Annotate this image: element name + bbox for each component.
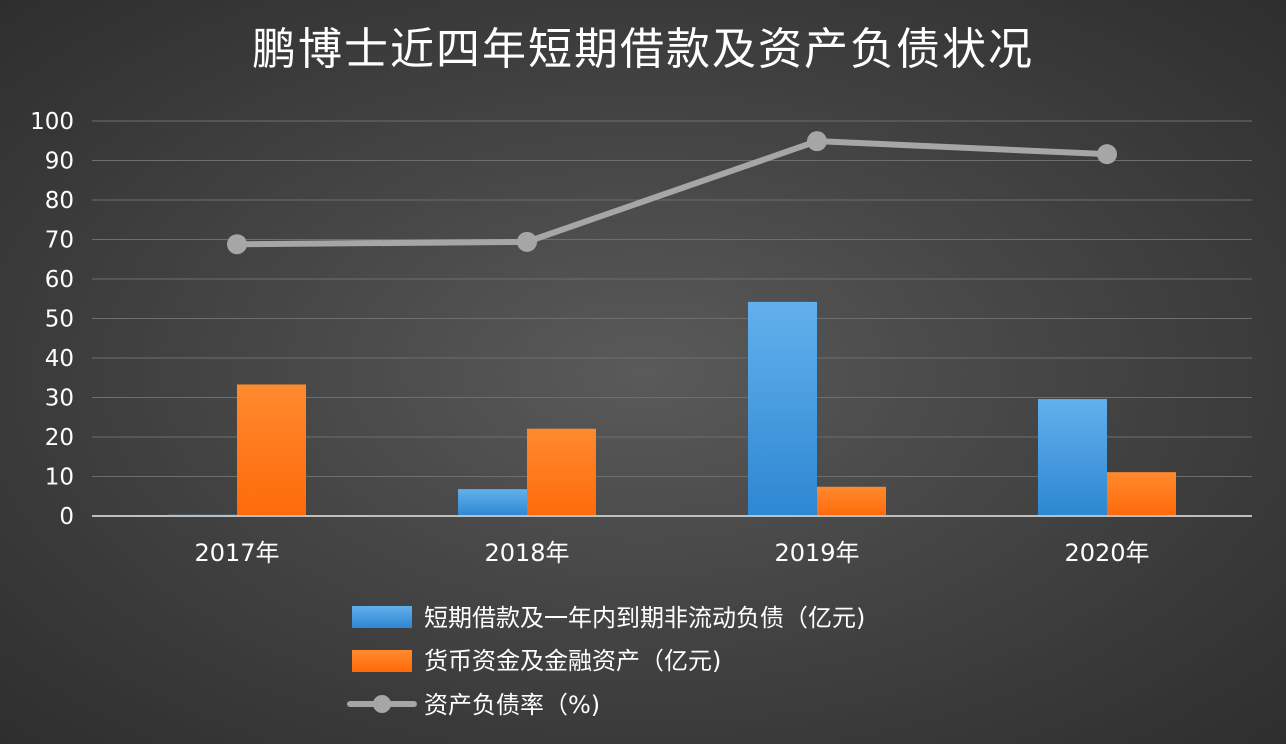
debt-ratio-line xyxy=(227,131,1117,255)
x-tick-label: 2017年 xyxy=(194,539,279,567)
x-tick-label: 2018年 xyxy=(484,539,569,567)
y-tick-label: 100 xyxy=(30,109,74,135)
legend-label-debt-ratio: 资产负债率（%) xyxy=(424,691,600,719)
y-tick-label: 80 xyxy=(45,188,74,214)
legend-swatch-short-term-debt xyxy=(352,606,412,628)
bar-short-term-debt xyxy=(1038,399,1107,516)
bar-cash-assets xyxy=(1107,472,1176,516)
y-axis: 0 10 20 30 40 50 60 70 80 90 100 xyxy=(30,109,74,530)
legend-label-short-term-debt: 短期借款及一年内到期非流动负债（亿元) xyxy=(424,604,865,632)
legend-swatch-cash-assets xyxy=(352,650,412,672)
debt-ratio-line-path xyxy=(234,138,1110,248)
y-tick-label: 20 xyxy=(45,425,74,451)
x-tick-label: 2020年 xyxy=(1064,539,1149,567)
bar-short-term-debt xyxy=(458,489,527,516)
y-tick-label: 50 xyxy=(45,307,74,333)
legend: 短期借款及一年内到期非流动负债（亿元) 货币资金及金融资产（亿元) 资产负债率（… xyxy=(347,604,865,719)
y-tick-label: 30 xyxy=(45,386,74,412)
x-axis: 2017年 2018年 2019年 2020年 xyxy=(194,539,1149,567)
debt-ratio-point xyxy=(1097,144,1117,165)
bar-short-term-debt xyxy=(748,301,817,516)
debt-ratio-point xyxy=(227,234,247,255)
legend-swatch-debt-ratio-marker xyxy=(373,695,391,713)
x-tick-label: 2019年 xyxy=(774,539,859,567)
bar-cash-assets xyxy=(237,384,306,516)
y-tick-label: 40 xyxy=(45,346,74,372)
y-tick-label: 90 xyxy=(45,149,74,175)
debt-ratio-point xyxy=(807,131,827,152)
legend-label-cash-assets: 货币资金及金融资产（亿元) xyxy=(424,647,721,675)
y-tick-label: 10 xyxy=(45,465,74,491)
chart-title: 鹏博士近四年短期借款及资产负债状况 xyxy=(252,24,1034,75)
y-tick-label: 70 xyxy=(45,228,74,254)
y-tick-label: 60 xyxy=(45,267,74,293)
bar-cash-assets xyxy=(817,486,886,516)
bar-cash-assets xyxy=(527,428,596,516)
bars xyxy=(168,301,1176,516)
y-tick-label: 0 xyxy=(59,504,74,530)
debt-ratio-point xyxy=(517,231,537,252)
